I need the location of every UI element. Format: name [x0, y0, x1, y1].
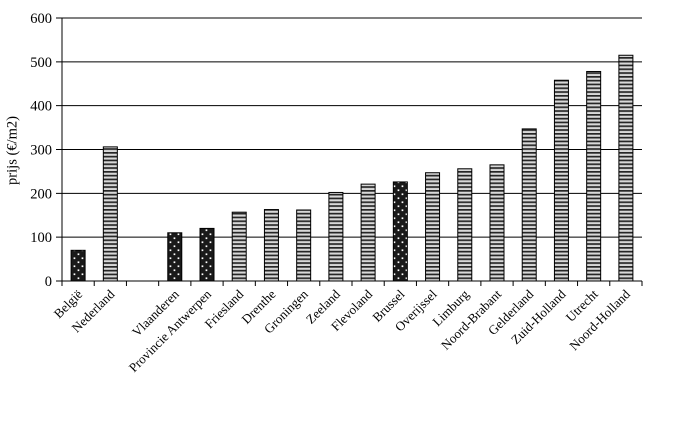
y-tick-label: 200 [30, 186, 52, 202]
y-axis-title: prijs (€/m2) [4, 116, 21, 185]
y-tick-label: 400 [30, 99, 52, 115]
bar-noord-brabant [489, 164, 505, 282]
y-tick-label: 100 [30, 230, 52, 246]
bar-zeeland [328, 191, 344, 282]
bar-noord-holland [618, 54, 634, 282]
bar-drenthe [263, 209, 279, 282]
y-tick-label: 300 [30, 143, 52, 159]
bar-provincie-antwerpen [199, 227, 215, 282]
bar-belgië [70, 249, 86, 282]
bar-friesland [231, 211, 247, 282]
bar-zuid-holland [553, 79, 569, 282]
y-tick-label: 500 [30, 55, 52, 71]
bar-nederland [102, 146, 118, 282]
bar-utrecht [586, 70, 602, 282]
bar-vlaanderen [167, 232, 183, 282]
bar-flevoland [360, 183, 376, 282]
bar-gelderland [521, 128, 537, 282]
bar-overijssel [425, 172, 441, 282]
y-tick-label: 600 [30, 11, 52, 27]
bar-brussel [392, 181, 408, 282]
bar-limburg [457, 168, 473, 282]
bar-groningen [296, 209, 312, 282]
y-tick-label: 0 [45, 274, 52, 290]
